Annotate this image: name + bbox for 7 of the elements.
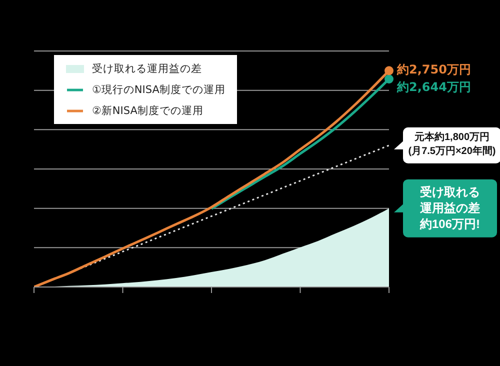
data-label: 約2,644万円 — [396, 80, 471, 94]
legend-label: ①現行のNISA制度での運用 — [92, 82, 226, 96]
legend-label: ②新NISA制度での運用 — [92, 104, 204, 118]
data-label: 約2,750万円 — [396, 62, 471, 77]
text: 受け取れる運用益の差約106万円! — [418, 184, 482, 232]
text: 元本約1,800万円 (月7.5万円×20年間) — [407, 131, 497, 160]
legend-label: 受け取れる運用益の差 — [92, 62, 202, 76]
